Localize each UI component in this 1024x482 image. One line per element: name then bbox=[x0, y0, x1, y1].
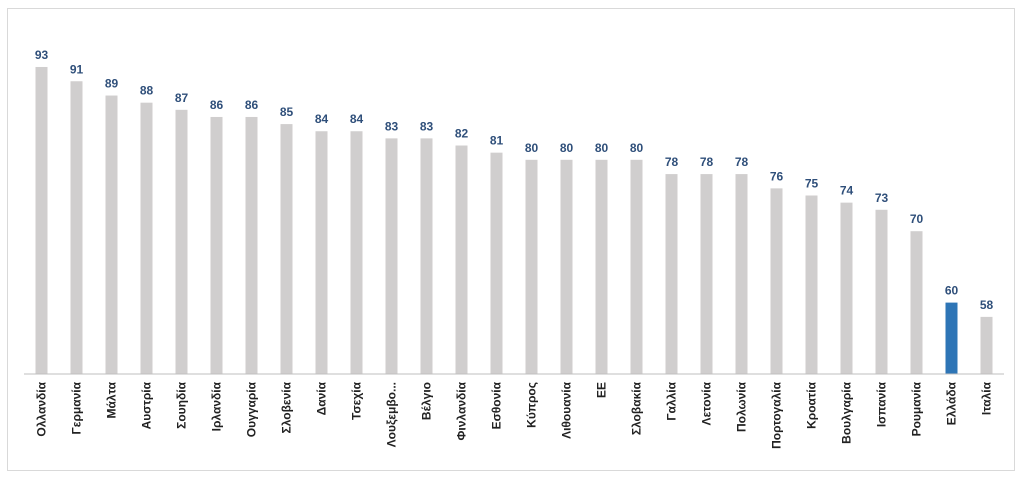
bar bbox=[700, 174, 713, 374]
value-label: 78 bbox=[735, 155, 749, 169]
bar bbox=[770, 188, 783, 374]
x-tick-label: Αυστρία bbox=[140, 381, 154, 429]
value-label: 78 bbox=[665, 155, 679, 169]
value-label: 76 bbox=[770, 169, 784, 183]
bar bbox=[175, 109, 188, 374]
value-label: 82 bbox=[455, 127, 469, 141]
bar bbox=[735, 174, 748, 374]
value-label: 80 bbox=[525, 141, 539, 155]
x-tick-label: Σλοβακία bbox=[630, 381, 644, 435]
value-label: 89 bbox=[105, 77, 119, 91]
bar bbox=[945, 302, 958, 374]
x-tick-label: Μάλτα bbox=[105, 381, 119, 418]
value-label: 86 bbox=[210, 98, 224, 112]
value-label: 75 bbox=[805, 177, 819, 191]
value-label: 93 bbox=[35, 48, 49, 62]
value-label: 80 bbox=[560, 141, 574, 155]
value-label: 80 bbox=[630, 141, 644, 155]
bar bbox=[490, 152, 503, 374]
value-label: 73 bbox=[875, 191, 889, 205]
bar bbox=[805, 195, 818, 374]
bar bbox=[385, 138, 398, 374]
x-tick-label: Βουλγαρία bbox=[840, 381, 854, 443]
bar bbox=[595, 159, 608, 374]
x-tick-label: Φινλανδία bbox=[455, 381, 469, 440]
value-label: 81 bbox=[490, 134, 504, 148]
bar bbox=[875, 209, 888, 374]
value-label: 88 bbox=[140, 84, 154, 98]
x-tick-label: Ιταλία bbox=[980, 381, 994, 415]
x-tick-label: Κύπρος bbox=[525, 382, 539, 428]
x-tick-label: Πολωνία bbox=[735, 381, 749, 432]
x-tick-label: Λουξεμβο... bbox=[385, 382, 399, 447]
bar bbox=[70, 81, 83, 374]
x-tick-label: Τσεχία bbox=[350, 381, 364, 420]
value-label: 84 bbox=[350, 112, 364, 126]
bar bbox=[980, 316, 993, 374]
x-tick-label: Γερμανία bbox=[70, 381, 84, 434]
x-tick-label: Ρουμανία bbox=[910, 381, 924, 436]
bar bbox=[420, 138, 433, 374]
x-tick-label: Σλοβενία bbox=[280, 381, 294, 433]
value-label: 58 bbox=[980, 298, 994, 312]
x-tick-label: Ισπανία bbox=[875, 381, 889, 427]
x-tick-label: Ελλάδα bbox=[945, 381, 959, 425]
bar bbox=[210, 116, 223, 375]
value-label: 87 bbox=[175, 91, 189, 105]
bar bbox=[665, 174, 678, 374]
value-label: 74 bbox=[840, 184, 854, 198]
bar bbox=[140, 102, 153, 375]
bar bbox=[35, 66, 48, 374]
bar bbox=[455, 145, 468, 374]
x-tick-label: Λιθουανία bbox=[560, 381, 574, 439]
x-tick-label: Δανία bbox=[315, 381, 329, 415]
x-tick-label: Σουηδία bbox=[175, 381, 189, 428]
bar bbox=[910, 231, 923, 374]
x-tick-label: Ολλανδία bbox=[35, 381, 49, 436]
value-label: 83 bbox=[385, 119, 399, 133]
x-tick-label: Ιρλανδία bbox=[210, 381, 224, 431]
bar bbox=[630, 159, 643, 374]
value-label: 80 bbox=[595, 141, 609, 155]
x-tick-label: Πορτογαλία bbox=[770, 381, 784, 448]
bar bbox=[525, 159, 538, 374]
x-tick-label: Εσθονία bbox=[490, 381, 504, 429]
x-tick-label: ΕΕ bbox=[595, 382, 609, 398]
value-label: 91 bbox=[70, 62, 84, 76]
value-label: 70 bbox=[910, 212, 924, 226]
value-label: 86 bbox=[245, 98, 259, 112]
value-label: 85 bbox=[280, 105, 294, 119]
value-label: 60 bbox=[945, 284, 959, 298]
bar bbox=[350, 131, 363, 374]
x-tick-label: Ουγγαρία bbox=[245, 381, 259, 437]
x-tick-label: Κροατία bbox=[805, 381, 819, 428]
value-label: 78 bbox=[700, 155, 714, 169]
x-tick-label: Βέλγιο bbox=[420, 382, 434, 420]
bar bbox=[245, 116, 258, 375]
value-label: 83 bbox=[420, 119, 434, 133]
value-label: 84 bbox=[315, 112, 329, 126]
x-tick-label: Γαλλία bbox=[665, 381, 679, 420]
bar bbox=[280, 124, 293, 374]
x-tick-label: Λετονία bbox=[700, 381, 714, 425]
bar bbox=[560, 159, 573, 374]
chart-border bbox=[7, 8, 1015, 471]
bar bbox=[840, 202, 853, 374]
bar bbox=[105, 95, 118, 374]
bar bbox=[315, 131, 328, 374]
